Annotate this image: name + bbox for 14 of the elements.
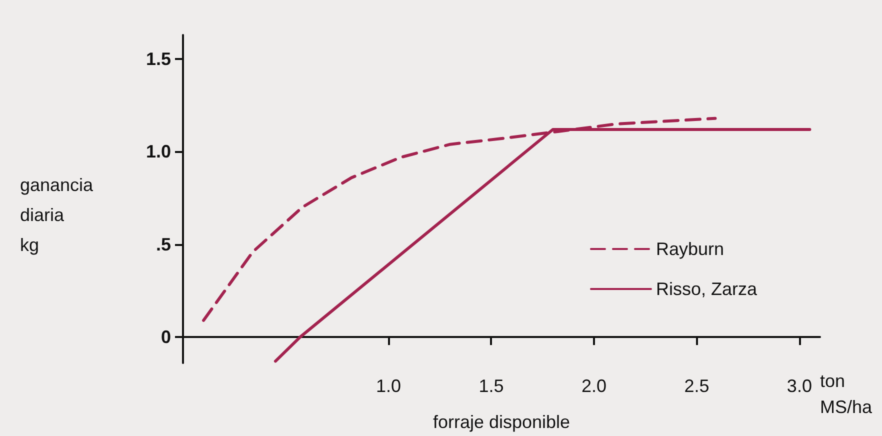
x-tick-label: 1.5 <box>478 376 504 396</box>
y-tick-label: 0 <box>160 327 171 348</box>
text: ton MS/ha <box>820 371 873 417</box>
y-tick-label: 1.5 <box>146 49 171 70</box>
y-tick-label: 1.0 <box>146 142 171 162</box>
legend-label: Rayburn <box>656 239 724 259</box>
x-axis-title: forraje disponible <box>432 412 570 432</box>
legend-label: Risso, Zarza <box>656 279 758 299</box>
x-tick-label: 2.5 <box>684 376 710 396</box>
y-tick-label: .5 <box>156 234 171 254</box>
x-tick-label: 3.0 <box>786 376 812 396</box>
x-tick-label: 1.0 <box>376 376 401 396</box>
y-axis-title: ganancia diaria kg <box>20 175 94 255</box>
x-tick-label: 2.0 <box>581 376 606 396</box>
